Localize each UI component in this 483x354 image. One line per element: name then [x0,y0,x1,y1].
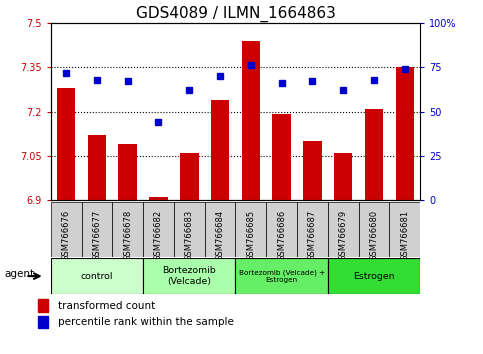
Bar [82,202,112,257]
Title: GDS4089 / ILMN_1664863: GDS4089 / ILMN_1664863 [136,5,335,22]
Text: GSM766677: GSM766677 [92,210,101,261]
Bar [328,258,420,294]
Bar [38,299,48,312]
Bar [149,197,168,200]
Bar [205,202,236,257]
Text: GSM766683: GSM766683 [185,210,194,261]
Text: transformed count: transformed count [58,301,156,310]
Bar [236,202,266,257]
Text: Estrogen: Estrogen [353,272,395,281]
Bar [236,258,328,294]
Bar [118,144,137,200]
Bar [51,202,82,257]
Text: GSM766685: GSM766685 [246,210,256,261]
Bar [328,202,358,257]
Bar [358,202,389,257]
Text: percentile rank within the sample: percentile rank within the sample [58,317,234,327]
Bar [174,202,205,257]
Bar [389,202,420,257]
Bar [51,258,143,294]
Bar [297,202,328,257]
Bar [112,202,143,257]
Bar [266,202,297,257]
Bar [211,100,229,200]
Text: GSM766679: GSM766679 [339,210,348,261]
Bar [396,67,414,200]
Text: GSM766676: GSM766676 [62,210,71,261]
Bar [57,88,75,200]
Bar [272,114,291,200]
Text: GSM766687: GSM766687 [308,210,317,261]
Bar [143,202,174,257]
Text: GSM766680: GSM766680 [369,210,379,261]
Text: GSM766678: GSM766678 [123,210,132,261]
Bar [303,141,322,200]
Text: GSM766681: GSM766681 [400,210,409,261]
Bar [180,153,199,200]
Text: control: control [81,272,113,281]
Bar [365,109,384,200]
Text: GSM766684: GSM766684 [215,210,225,261]
Text: Bortezomib
(Velcade): Bortezomib (Velcade) [162,267,216,286]
Text: GSM766682: GSM766682 [154,210,163,261]
Bar [242,41,260,200]
Bar [38,316,48,328]
Bar [143,258,236,294]
Bar [88,135,106,200]
Text: GSM766686: GSM766686 [277,210,286,261]
Text: agent: agent [4,269,34,279]
Text: Bortezomib (Velcade) +
Estrogen: Bortezomib (Velcade) + Estrogen [239,269,325,283]
Bar [334,153,353,200]
